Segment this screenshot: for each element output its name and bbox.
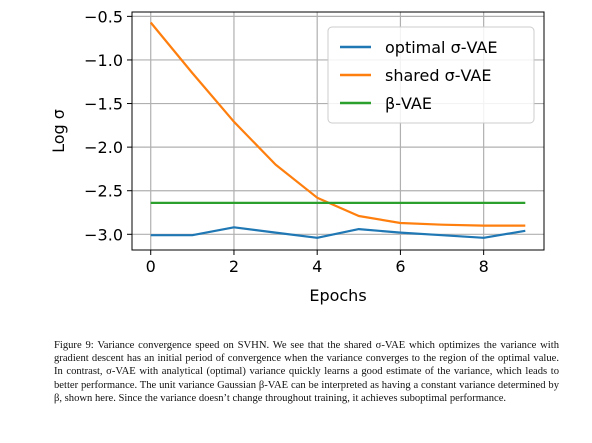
y-tick-label: −1.0 (84, 51, 123, 70)
y-tick-label: −1.5 (84, 95, 123, 114)
legend: optimal σ-VAE shared σ-VAE β-VAE (327, 26, 535, 124)
legend-entry: optimal σ-VAE (385, 38, 497, 57)
legend-entry: β-VAE (385, 94, 432, 113)
line-chart: 0 2 4 6 8 −0.5 −1.0 −1.5 −2.0 −2.5 −3.0 Epochs Log… (49, 7, 545, 305)
x-tick-label: 0 (146, 257, 156, 276)
x-tick-label: 6 (395, 257, 405, 276)
x-axis-label: Epochs (309, 286, 366, 305)
ticks: 0 2 4 6 8 −0.5 −1.0 −1.5 −2.0 −2.5 −3.0 (84, 7, 489, 276)
series-layer (149, 21, 526, 239)
y-tick-label: −0.5 (84, 7, 123, 26)
y-axis-label: Log σ (49, 109, 68, 153)
x-tick-label: 4 (312, 257, 322, 276)
y-tick-label: −2.0 (84, 138, 123, 157)
legend-entry: shared σ-VAE (385, 66, 491, 85)
y-tick-label: −2.5 (84, 182, 123, 201)
y-tick-label: −3.0 (84, 225, 123, 244)
x-tick-label: 8 (479, 257, 489, 276)
x-tick-label: 2 (229, 257, 239, 276)
series-line (149, 21, 526, 227)
plot-frame (131, 11, 545, 251)
series-line (150, 226, 526, 239)
legend-box (327, 26, 535, 124)
figure-caption: Figure 9: Variance convergence speed on … (54, 340, 559, 404)
